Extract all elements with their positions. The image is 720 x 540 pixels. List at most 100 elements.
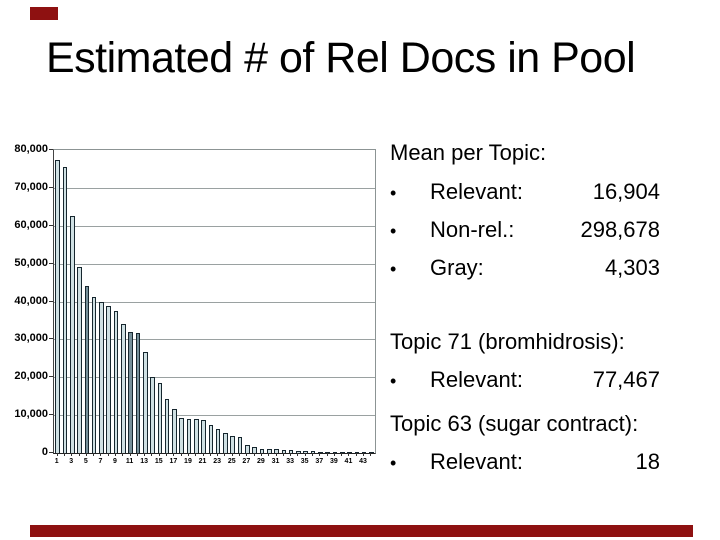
gridline: [54, 415, 375, 417]
mean-nonrel-value: 298,678: [580, 217, 660, 242]
bar-topic-26: [237, 436, 243, 453]
mean-relevant-row: • Relevant: 16,904: [390, 179, 660, 205]
x-axis-tick: [341, 453, 343, 456]
accent-bar-bottom: [30, 525, 693, 537]
x-axis-tick: [100, 453, 102, 456]
bar-topic-44: [369, 451, 374, 453]
x-axis-label: 5: [83, 458, 88, 465]
x-axis-tick: [217, 453, 219, 456]
x-axis-label: 25: [227, 458, 236, 465]
gridline: [54, 225, 375, 227]
topic63-heading: Topic 63 (sugar contract):: [390, 411, 639, 436]
x-axis-label: 35: [300, 458, 309, 465]
bar-topic-7: [99, 301, 104, 453]
mean-gray-label: Gray:: [430, 255, 484, 280]
bar-topic-10: [121, 324, 126, 453]
chart-plot-area: [53, 149, 376, 454]
x-axis-label: 37: [315, 458, 324, 465]
bar-topic-30: [266, 449, 272, 453]
x-axis-tick: [129, 453, 131, 456]
x-axis-label: 29: [257, 458, 265, 465]
x-axis-tick: [333, 453, 335, 456]
bullet-icon: •: [390, 183, 397, 203]
bar-topic-29: [259, 448, 265, 453]
y-axis-label: 50,000: [14, 256, 48, 269]
x-axis-tick: [268, 453, 270, 456]
x-axis-label: 19: [184, 458, 192, 465]
x-axis-tick: [282, 453, 284, 456]
bar-topic-11: [128, 331, 133, 453]
x-axis-tick: [348, 453, 350, 456]
y-axis-tick: [49, 149, 53, 150]
x-axis-tick: [107, 453, 109, 456]
x-axis-tick: [180, 453, 182, 456]
bar-topic-22: [208, 425, 214, 453]
x-axis-label: 23: [213, 458, 222, 465]
y-axis-label: 60,000: [14, 218, 48, 231]
x-axis-tick: [85, 453, 87, 456]
y-axis-label: 80,000: [14, 143, 48, 155]
y-axis-label: 70,000: [14, 180, 48, 193]
bar-topic-5: [84, 285, 90, 453]
bar-topic-8: [106, 305, 112, 453]
topic71-heading: Topic 71 (bromhidrosis):: [390, 329, 625, 354]
x-axis-tick: [93, 453, 95, 456]
x-axis-label: 1: [54, 458, 59, 465]
bullet-icon: •: [390, 221, 397, 241]
x-axis-label: 11: [125, 458, 134, 465]
bar-topic-33: [288, 450, 294, 453]
bar-topic-42: [354, 451, 360, 453]
bar-topic-39: [332, 451, 338, 453]
bar-topic-4: [77, 267, 82, 453]
bar-topic-43: [361, 451, 367, 453]
x-axis-tick: [239, 453, 241, 456]
bar-topic-25: [230, 435, 236, 453]
gridline: [54, 263, 375, 265]
bar-topic-27: [245, 445, 250, 453]
x-axis-label: 43: [359, 458, 367, 465]
x-axis-tick: [319, 453, 321, 456]
x-axis-tick: [246, 453, 248, 456]
x-axis-label: 33: [286, 458, 294, 465]
x-axis-tick: [56, 453, 58, 456]
bar-topic-34: [296, 450, 301, 453]
topic63-relevant-row: • Relevant: 18: [390, 449, 660, 475]
x-axis-tick: [63, 453, 65, 456]
x-axis-label: 17: [169, 458, 178, 465]
x-axis-tick: [136, 453, 138, 456]
bar-topic-28: [252, 447, 257, 453]
x-axis-tick: [202, 453, 204, 456]
gridline: [54, 377, 375, 379]
bullet-icon: •: [390, 371, 397, 391]
bar-topic-13: [142, 351, 148, 453]
bar-topic-15: [157, 383, 163, 453]
x-axis-tick: [304, 453, 306, 456]
bar-topic-21: [201, 420, 206, 453]
bar-topic-35: [303, 451, 309, 453]
y-axis-tick: [49, 300, 53, 302]
x-axis-tick: [166, 453, 168, 456]
x-axis-label: 3: [69, 458, 74, 465]
x-axis-label: 39: [329, 458, 338, 465]
x-axis-label: 27: [242, 458, 251, 465]
topic63-relevant-value: 18: [635, 449, 660, 474]
y-axis-tick: [49, 224, 53, 226]
gridline: [54, 187, 375, 189]
y-axis-tick: [49, 452, 53, 453]
y-axis-label: 30,000: [14, 332, 48, 345]
bar-topic-16: [164, 398, 170, 453]
bar-topic-23: [215, 428, 221, 453]
x-axis-tick: [115, 453, 116, 456]
y-axis-tick: [49, 186, 53, 188]
bar-topic-14: [150, 376, 155, 453]
bar-topic-19: [186, 418, 192, 453]
x-axis-label: 9: [113, 458, 117, 465]
slide-title: Estimated # of Rel Docs in Pool: [46, 34, 636, 82]
mean-gray-value: 4,303: [604, 255, 660, 280]
gridline: [54, 301, 375, 303]
x-axis-tick: [187, 453, 189, 456]
x-axis-tick: [224, 453, 226, 456]
bar-topic-6: [91, 296, 97, 453]
topic71-relevant-value: 77,467: [592, 367, 660, 392]
y-axis-tick: [49, 414, 53, 416]
